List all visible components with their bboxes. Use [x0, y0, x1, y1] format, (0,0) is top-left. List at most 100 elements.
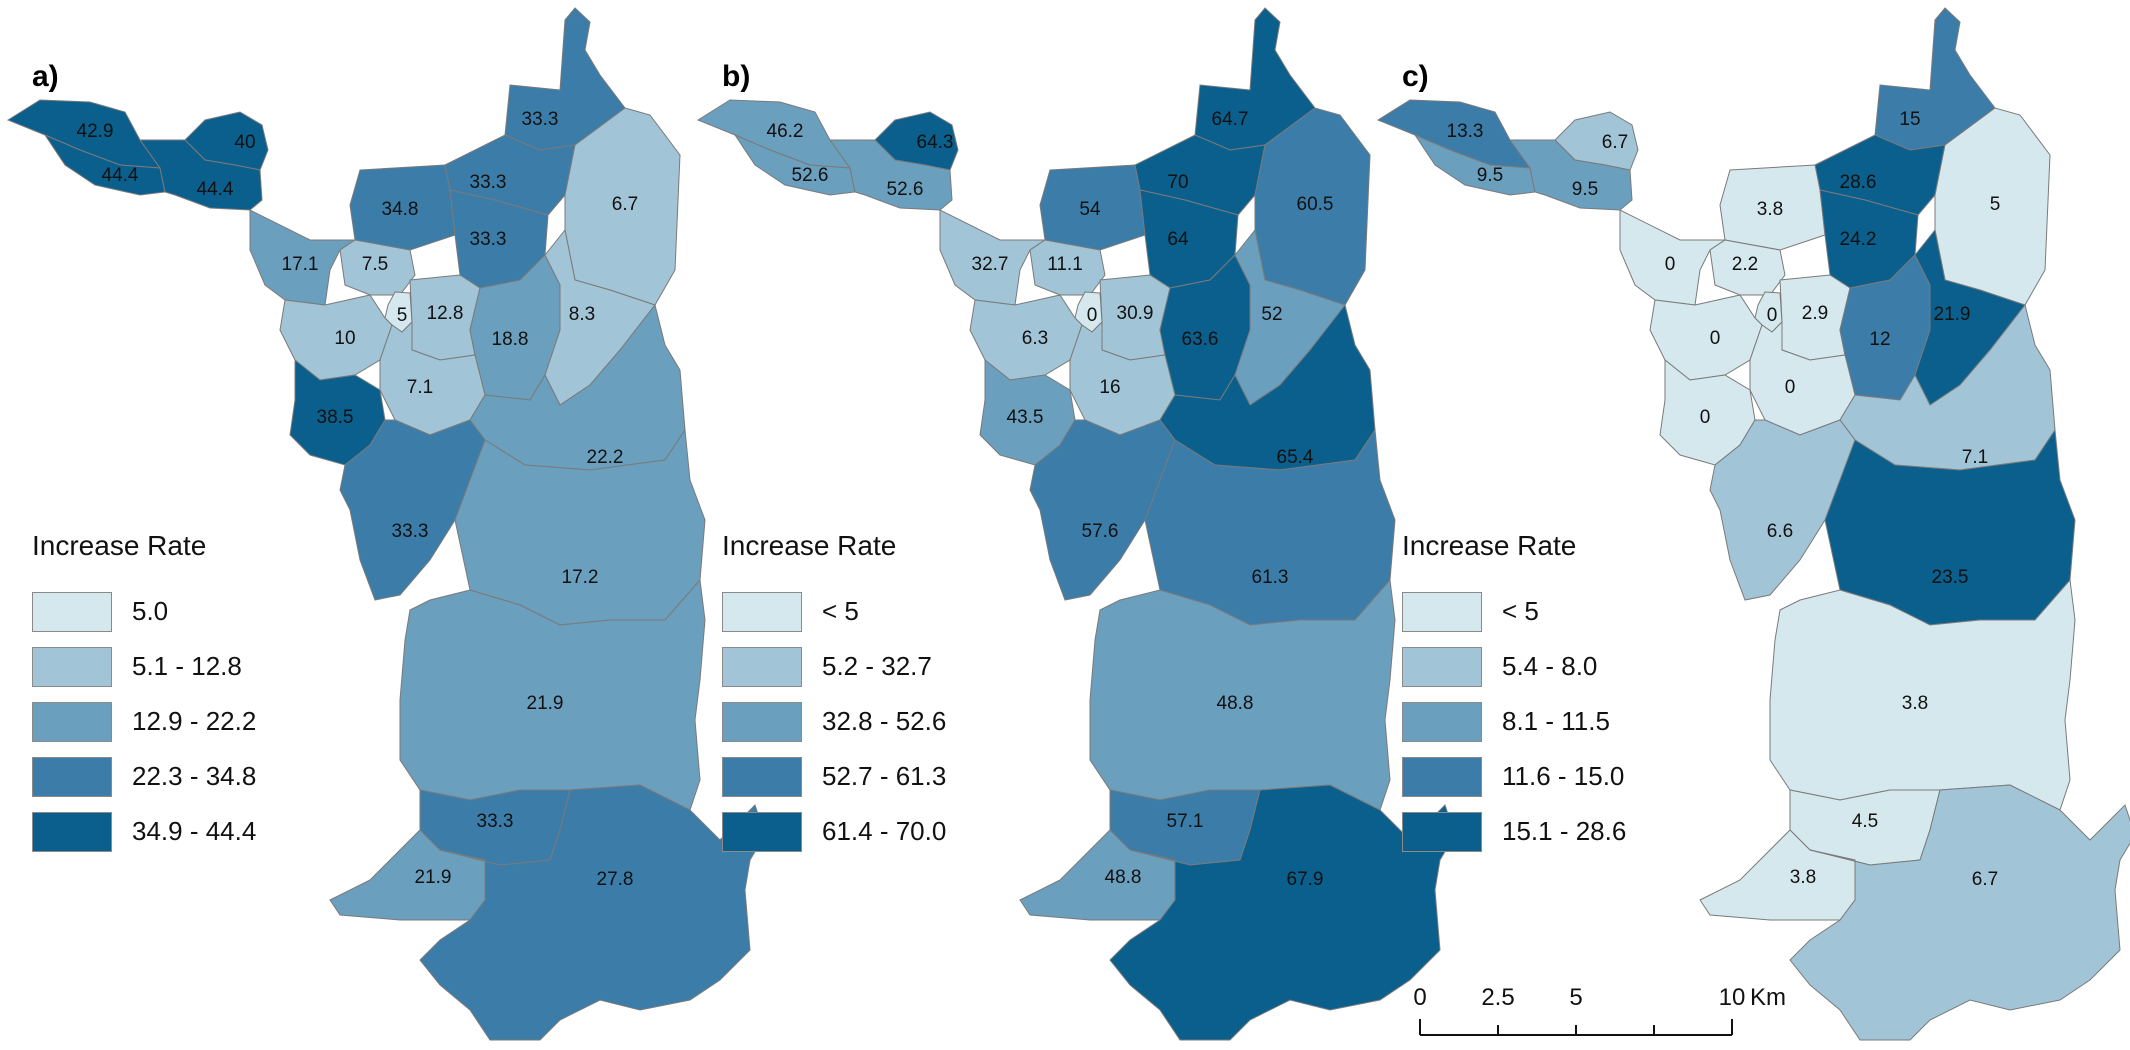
region-value-label: 42.9: [77, 121, 114, 142]
region-value-label: 6.7: [1602, 132, 1628, 153]
legend-title-a: Increase Rate: [32, 530, 207, 561]
legend-swatch: [1402, 646, 1482, 687]
legend-row: 12.9 - 22.2: [32, 694, 256, 749]
legend-label: 5.4 - 8.0: [1502, 651, 1598, 681]
legend-a: Increase Rate 5.0 5.1 - 12.8 12.9 - 22.2…: [32, 530, 256, 859]
region-value-label: 6.6: [1767, 521, 1793, 542]
legend-row: < 5: [722, 584, 946, 639]
legend-row: 5.0: [32, 584, 256, 639]
map-panel-b: 46.2 52.6 64.3 52.6 64.7 70 54 64 60.5 32.7 11.1 0 3…: [690, 0, 1456, 1049]
region-value-label: 9.5: [1572, 179, 1598, 200]
region-value-label: 38.5: [317, 407, 354, 428]
region-value-label: 33.3: [392, 521, 429, 542]
legend-label: < 5: [822, 596, 859, 626]
region-value-label: 57.6: [1082, 521, 1119, 542]
region-value-label: 27.8: [597, 869, 634, 890]
region-value-label: 21.9: [1934, 304, 1971, 325]
region-value-label: 6.3: [1022, 328, 1048, 349]
legend-label: 15.1 - 28.6: [1502, 816, 1627, 846]
region-value-label: 3.8: [1757, 199, 1783, 220]
region-center-w: [939, 209, 1047, 306]
map-value-labels: 13.3 9.5 6.7 9.5 15 28.6 3.8 24.2 5 0 2.2 0 2.9 12 21.…: [1447, 109, 2001, 890]
region-value-label: 13.3: [1447, 121, 1484, 142]
panel-label-a: a): [32, 60, 59, 93]
legend-title-b: Increase Rate: [722, 530, 897, 561]
scale-label: 2.5: [1481, 984, 1514, 1011]
panel-label-c: c): [1402, 60, 1429, 93]
region-value-label: 3.8: [1790, 867, 1816, 888]
region-value-label: 33.3: [477, 811, 514, 832]
scale-unit: Km: [1750, 984, 1786, 1011]
region-value-label: 6.7: [1972, 869, 1998, 890]
legend-swatch: [722, 701, 802, 742]
legend-row: 22.3 - 34.8: [32, 749, 256, 804]
scale-bar-graphic: 0 2.5 5 10 Km: [1413, 984, 1786, 1036]
region-south-east: [1109, 784, 1456, 1041]
legend-swatch: [1402, 811, 1482, 852]
region-value-label: 64.7: [1212, 109, 1249, 130]
region-value-label: 65.4: [1277, 447, 1314, 468]
region-value-label: 18.8: [492, 329, 529, 350]
region-center-w: [1619, 209, 1727, 306]
legend-label: 12.9 - 22.2: [132, 706, 257, 736]
legend-label: 52.7 - 61.3: [822, 761, 947, 791]
region-value-label: 4.5: [1852, 811, 1878, 832]
region-value-label: 48.8: [1105, 867, 1142, 888]
region-value-label: 43.5: [1007, 407, 1044, 428]
scale-bar: 0 2.5 5 10 Km: [1400, 975, 1840, 1045]
region-value-label: 64.3: [917, 132, 954, 153]
region-value-label: 6.7: [612, 194, 638, 215]
map-value-labels: 42.9 44.4 40 44.4 33.3 33.3 34.8 33.3 6.7 17.1 7.5…: [77, 109, 639, 890]
region-value-label: 0: [1710, 328, 1721, 349]
legend-swatch: [32, 701, 112, 742]
legend-label: 8.1 - 11.5: [1502, 706, 1610, 736]
legend-swatch: [722, 756, 802, 797]
region-center-north: [349, 164, 456, 251]
region-center-c: [1709, 239, 1786, 296]
region-value-label: 8.3: [569, 304, 595, 325]
scale-label: 5: [1569, 984, 1582, 1011]
region-value-label: 0: [1767, 305, 1778, 326]
region-south-east: [419, 784, 766, 1041]
region-value-label: 7.1: [1962, 447, 1988, 468]
map-regions: [1376, 7, 2130, 1041]
region-value-label: 32.7: [972, 254, 1009, 275]
region-value-label: 11.1: [1047, 254, 1083, 275]
legend-row: 15.1 - 28.6: [1402, 804, 1626, 859]
legend-row: 5.4 - 8.0: [1402, 639, 1626, 694]
legend-title-c: Increase Rate: [1402, 530, 1577, 561]
region-value-label: 23.5: [1932, 567, 1969, 588]
region-value-label: 9.5: [1477, 165, 1503, 186]
legend-row: 11.6 - 15.0: [1402, 749, 1626, 804]
region-value-label: 0: [1087, 305, 1098, 326]
legend-label: 34.9 - 44.4: [132, 816, 257, 846]
legend-label: 22.3 - 34.8: [132, 761, 257, 791]
region-value-label: 44.4: [102, 165, 139, 186]
region-value-label: 3.8: [1902, 693, 1928, 714]
region-value-label: 0: [1665, 254, 1676, 275]
legend-row: 34.9 - 44.4: [32, 804, 256, 859]
map-panel-c: 13.3 9.5 6.7 9.5 15 28.6 3.8 24.2 5 0 2.2 0 2.9 12 21.…: [1370, 0, 2130, 1049]
region-value-label: 2.2: [1732, 254, 1758, 275]
legend-row: 32.8 - 52.6: [722, 694, 946, 749]
map-a: 42.9 44.4 40 44.4 33.3 33.3 34.8 33.3 6.7 17.1 7.5…: [6, 7, 766, 1041]
legend-row: 8.1 - 11.5: [1402, 694, 1626, 749]
region-value-label: 40: [234, 132, 255, 153]
legend-swatch: [1402, 756, 1482, 797]
region-value-label: 33.3: [522, 109, 559, 130]
legend-label: 5.1 - 12.8: [132, 651, 242, 681]
region-value-label: 33.3: [470, 172, 507, 193]
region-value-label: 17.1: [282, 254, 319, 275]
legend-swatch: [32, 811, 112, 852]
legend-swatch: [1402, 701, 1482, 742]
legend-label: 32.8 - 52.6: [822, 706, 947, 736]
region-nw-mid: [1509, 139, 1633, 211]
region-value-label: 7.5: [362, 254, 388, 275]
region-value-label: 5: [1990, 194, 2001, 215]
region-value-label: 70: [1167, 172, 1188, 193]
region-value-label: 52.6: [792, 165, 829, 186]
region-value-label: 15: [1899, 109, 1920, 130]
region-value-label: 54: [1079, 199, 1101, 220]
